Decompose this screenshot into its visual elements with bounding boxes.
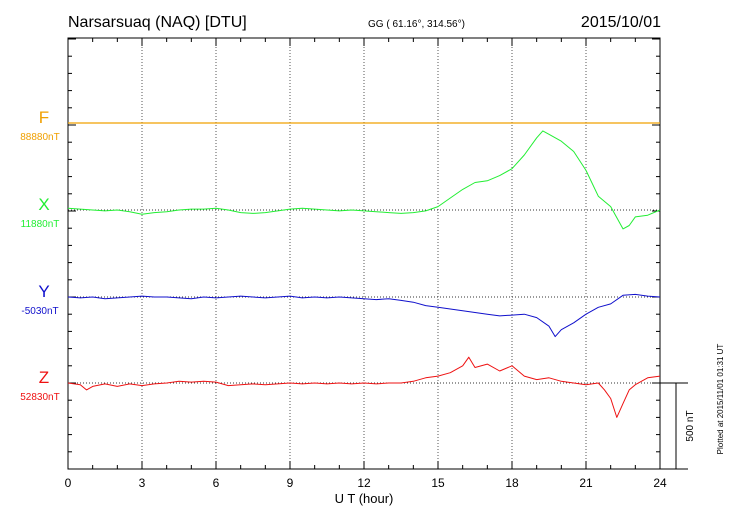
- series-name-Z: Z: [39, 368, 49, 387]
- x-tick-label-15: 15: [431, 476, 445, 490]
- series-name-F: F: [39, 108, 49, 127]
- x-axis-title: U T (hour): [335, 491, 394, 506]
- x-tick-label-0: 0: [65, 476, 72, 490]
- x-tick-label-6: 6: [213, 476, 220, 490]
- series-lines: [67, 122, 661, 418]
- scale-bar: 500 nT: [660, 382, 696, 470]
- geo-coordinates: GG ( 61.16°, 314.56°): [368, 19, 465, 30]
- x-tick-label-18: 18: [505, 476, 519, 490]
- y-axis-ticks: [68, 38, 660, 470]
- series-name-X: X: [38, 195, 49, 214]
- x-tick-label-24: 24: [653, 476, 667, 490]
- x-axis-ticks: 0 3 6 9 12 15 18 21 24: [65, 38, 667, 490]
- component-labels: F 88880nT X 11880nT Y -5030nT Z 52830nT: [20, 108, 59, 403]
- x-tick-label-3: 3: [139, 476, 146, 490]
- vertical-gridlines: [141, 38, 587, 469]
- series-line-Z: [67, 356, 661, 418]
- series-baseline-label-X: 11880nT: [21, 219, 60, 230]
- series-baseline-label-Y: -5030nT: [21, 306, 58, 317]
- x-tick-label-12: 12: [357, 476, 371, 490]
- station-title: Narsarsuaq (NAQ) [DTU]: [68, 14, 247, 31]
- x-tick-label-21: 21: [579, 476, 593, 490]
- x-tick-label-9: 9: [287, 476, 294, 490]
- series-line-X: [67, 130, 661, 230]
- date-label: 2015/10/01: [581, 14, 661, 31]
- series-name-Y: Y: [38, 282, 49, 301]
- series-baseline-label-F: 88880nT: [20, 132, 59, 143]
- plotted-at-note: Plotted at 2015/11/01 01:31 UT: [716, 344, 725, 455]
- series-baseline-label-Z: 52830nT: [20, 392, 59, 403]
- scale-bar-label: 500 nT: [685, 410, 696, 441]
- series-line-Y: [67, 293, 661, 338]
